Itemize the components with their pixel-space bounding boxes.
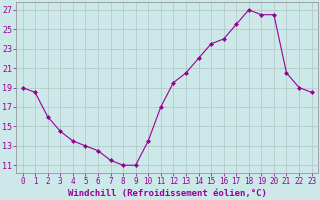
X-axis label: Windchill (Refroidissement éolien,°C): Windchill (Refroidissement éolien,°C) [68,189,267,198]
